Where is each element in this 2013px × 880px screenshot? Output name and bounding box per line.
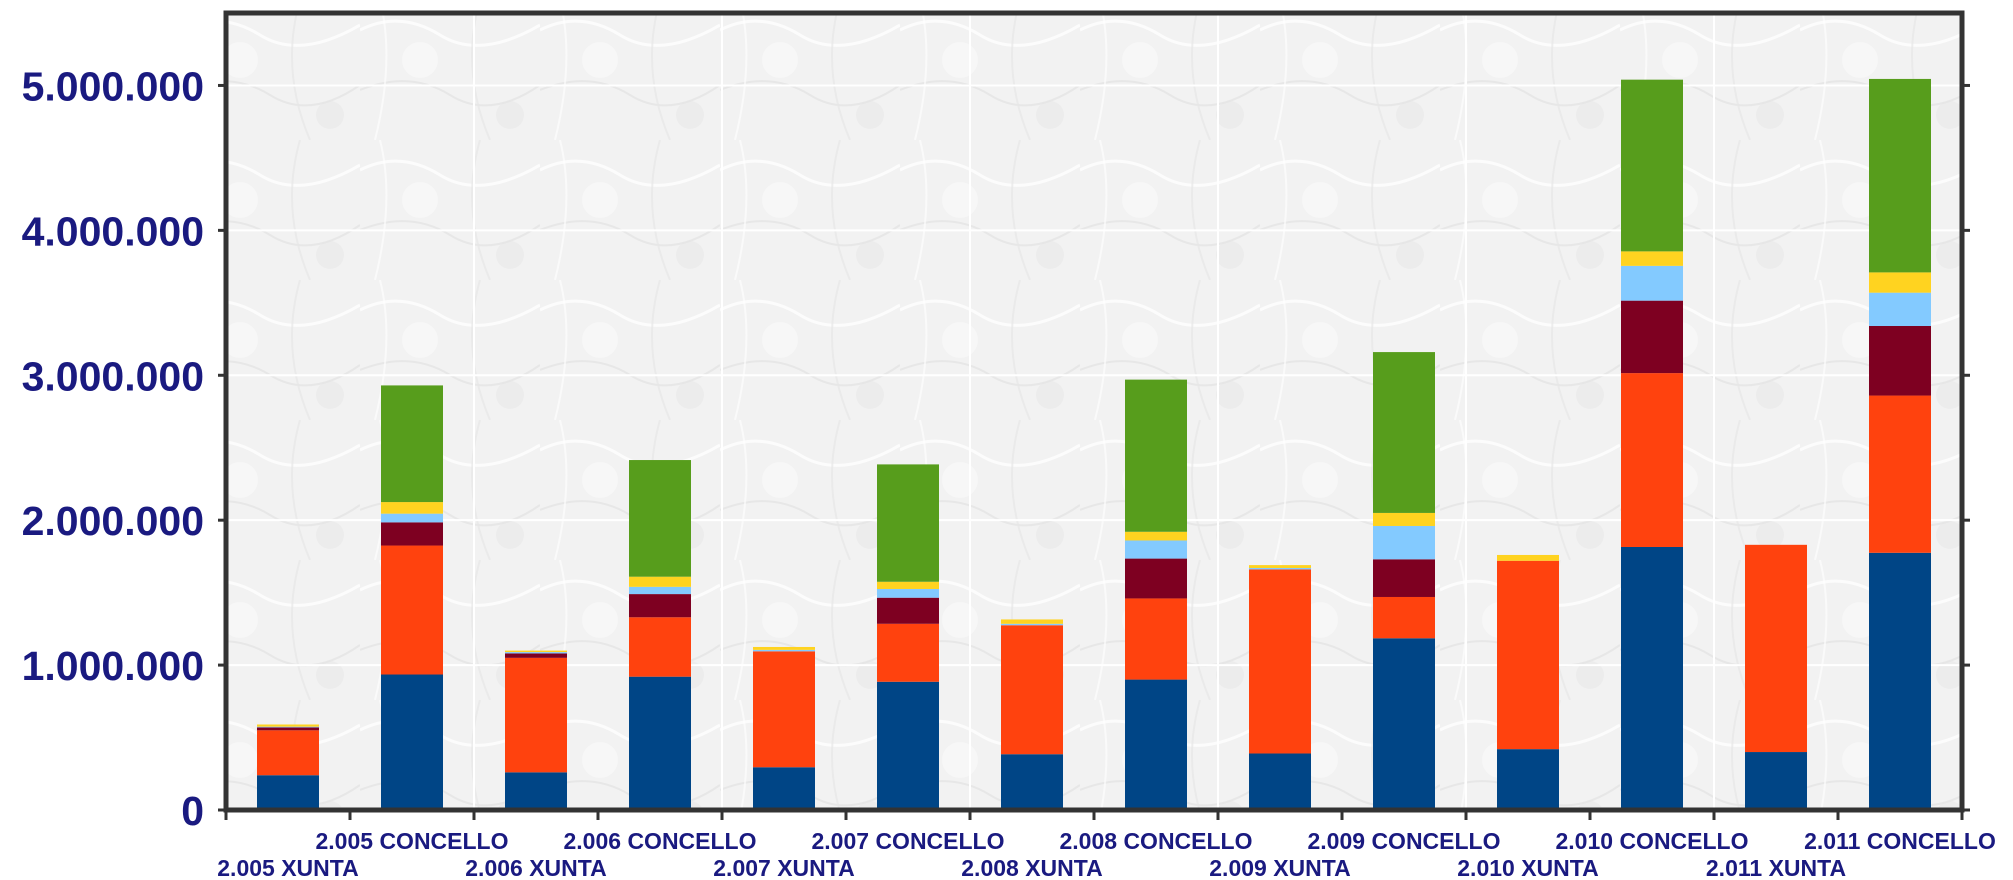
bar-segment [505, 657, 567, 773]
bar-segment [257, 726, 319, 728]
bar-segment [1497, 749, 1559, 810]
bar-segment [877, 681, 939, 810]
bar-segment [505, 650, 567, 653]
bar-segment [1621, 300, 1683, 374]
y-tick-label: 3.000.000 [22, 353, 204, 399]
x-tick-label: 2.008 CONCELLO [1060, 828, 1253, 854]
plot-background [226, 13, 1962, 810]
x-tick-label: 2.010 CONCELLO [1556, 828, 1749, 854]
y-tick-label: 5.000.000 [22, 63, 204, 109]
x-tick-label: 2.007 XUNTA [713, 855, 854, 880]
bar-segment [1869, 272, 1931, 293]
bar-segment [1249, 753, 1311, 810]
bar-segment [1373, 596, 1435, 639]
bar-segment [1373, 638, 1435, 810]
bar-segment [1001, 754, 1063, 810]
x-tick-label: 2.011 CONCELLO [1804, 828, 1996, 854]
bar-segment [1621, 79, 1683, 252]
bar-segment [753, 646, 815, 650]
bar-segment [1125, 531, 1187, 541]
bar-segment [629, 460, 691, 577]
x-tick-label: 2.010 XUNTA [1457, 855, 1598, 880]
bar-segment [505, 772, 567, 810]
x-tick-label: 2.007 CONCELLO [812, 828, 1005, 854]
bar-segment [257, 775, 319, 810]
bar-segment [877, 589, 939, 598]
bar-segment [1373, 559, 1435, 597]
y-tick-label: 1.000.000 [22, 643, 204, 689]
bar-segment [629, 617, 691, 677]
bar-segment [257, 730, 319, 776]
x-tick-label: 2.005 CONCELLO [316, 828, 509, 854]
x-tick-label: 2.006 CONCELLO [564, 828, 757, 854]
bar-segment [1249, 568, 1311, 570]
bar-segment [1869, 292, 1931, 327]
bar-segment [1001, 623, 1063, 626]
x-tick-label: 2.006 XUNTA [465, 855, 606, 880]
bar-segment [1745, 752, 1807, 810]
bar-segment [381, 385, 443, 503]
bar-segment [1869, 78, 1931, 273]
x-tick-label: 2.005 XUNTA [217, 855, 358, 880]
bar-segment [1745, 544, 1807, 753]
bar-segment [753, 767, 815, 810]
bar-segment [1621, 546, 1683, 810]
bar-segment [1125, 540, 1187, 559]
bar-segment [1869, 395, 1931, 553]
bar-segment [381, 522, 443, 546]
y-tick-label: 0 [181, 788, 204, 834]
bar-segment [1373, 525, 1435, 560]
bar-segment [381, 674, 443, 810]
bar-segment [1249, 569, 1311, 754]
x-tick-label: 2.009 CONCELLO [1308, 828, 1501, 854]
bar-segment [1373, 352, 1435, 513]
bar-segment [1125, 379, 1187, 532]
bar-segment [1125, 598, 1187, 680]
bar-segment [505, 652, 567, 654]
bar-segment [1249, 565, 1311, 569]
bar-segment [1869, 552, 1931, 810]
y-tick-label: 2.000.000 [22, 498, 204, 544]
bar-segment [1497, 560, 1559, 750]
bar-segment [257, 727, 319, 731]
bar-segment [877, 464, 939, 582]
bar-segment [257, 724, 319, 727]
bar-segment [1621, 251, 1683, 266]
bar-segment [505, 653, 567, 658]
bar-segment [629, 676, 691, 810]
bar-segment [381, 513, 443, 523]
bar-segment [1001, 625, 1063, 755]
bar-segment [1621, 373, 1683, 547]
bar-segment [381, 502, 443, 514]
x-tick-label: 2.011 XUNTA [1706, 855, 1846, 880]
bar-segment [1373, 512, 1435, 526]
bar-segment [1869, 326, 1931, 396]
bars [257, 78, 1931, 810]
bar-segment [753, 651, 815, 768]
bar-segment [877, 581, 939, 590]
bar-segment [1125, 679, 1187, 810]
bar-segment [877, 623, 939, 682]
bar-segment [381, 545, 443, 675]
x-tick-label: 2.008 XUNTA [961, 855, 1102, 880]
bar-segment [877, 597, 939, 624]
bar-segment [1125, 558, 1187, 599]
bar-segment [1001, 619, 1063, 624]
bar-segment [1497, 554, 1559, 561]
bar-segment [629, 586, 691, 595]
y-axis-ticks: 0 1.000.000 2.000.000 3.000.000 4.000.000 5.0… [22, 63, 1970, 834]
y-tick-label: 4.000.000 [22, 208, 204, 254]
gridlines [226, 13, 1962, 810]
bar-segment [629, 576, 691, 587]
bar-segment [753, 649, 815, 652]
x-tick-label: 2.009 XUNTA [1209, 855, 1350, 880]
bar-segment [1621, 265, 1683, 301]
bar-segment [629, 594, 691, 618]
